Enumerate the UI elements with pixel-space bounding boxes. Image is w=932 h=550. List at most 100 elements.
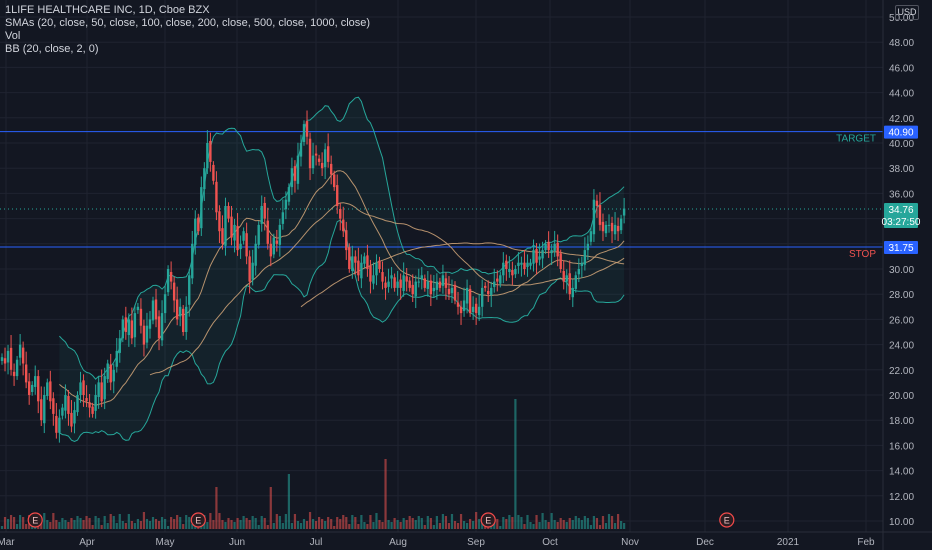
volume-bar: [595, 518, 599, 529]
price-tick-label: 44.00: [889, 89, 914, 100]
candle-body: [538, 256, 541, 260]
volume-bar: [354, 517, 357, 529]
candle-body: [18, 344, 22, 358]
volume-bar: [302, 519, 306, 529]
volume-bar: [115, 523, 118, 529]
candle-body: [408, 280, 411, 288]
volume-bar: [535, 515, 538, 529]
candle-body: [73, 410, 76, 424]
candle-body: [191, 243, 194, 279]
candle-body: [456, 302, 460, 307]
price-tick-label: 26.00: [889, 315, 914, 326]
candle-body: [124, 317, 128, 332]
candle-body: [529, 262, 532, 266]
candle-body: [468, 288, 472, 314]
volume-bar: [91, 525, 94, 529]
volume-bar: [469, 519, 472, 529]
candle-body: [76, 395, 79, 413]
legend-symbol[interactable]: 1LIFE HEALTHCARE INC, 1D, Cboe BZX: [5, 4, 210, 16]
level-price-tag-target: [884, 125, 918, 139]
time-axis[interactable]: Mar Apr May Jun Jul Aug Sep Oct Nov Dec 2021 Feb: [0, 531, 932, 548]
volume-bar: [459, 514, 463, 529]
candle-body: [200, 187, 203, 229]
candle-body: [565, 275, 568, 282]
volume-bar: [393, 518, 396, 529]
volume-bar: [239, 520, 242, 529]
volume-bar: [266, 525, 269, 529]
legend-volume[interactable]: Vol: [5, 30, 21, 42]
candle-body: [390, 275, 393, 279]
bollinger-lower: [59, 219, 625, 443]
volume-bar: [514, 399, 517, 529]
volume-bar: [623, 523, 626, 529]
price-tick-label: 38.00: [889, 164, 914, 175]
price-levels[interactable]: TARGET STOP: [0, 131, 883, 260]
candle-body: [248, 256, 251, 282]
volume-bar: [565, 522, 568, 529]
candle-body: [296, 155, 300, 184]
volume-bar: [176, 515, 179, 529]
legend-bb[interactable]: BB (20, close, 2, 0): [5, 43, 99, 55]
currency-badge[interactable]: USD: [895, 5, 919, 20]
candle-body: [363, 256, 366, 264]
bollinger-band-fill: [59, 97, 625, 442]
volume-bar: [215, 487, 218, 529]
volume-bar: [16, 524, 19, 529]
volume-bar: [182, 524, 185, 529]
volume-bar: [82, 520, 85, 529]
volume-bar: [426, 516, 429, 529]
chart-legend[interactable]: 1LIFE HEALTHCARE INC, 1D, Cboe BZX SMAs …: [5, 4, 370, 56]
candle-body: [40, 399, 43, 421]
volume-bar: [163, 519, 167, 529]
candle-body: [571, 287, 574, 298]
volume-bar: [43, 513, 46, 529]
volume-bar: [538, 522, 541, 529]
volume-bar: [357, 524, 360, 529]
time-tick-label: Sep: [467, 537, 485, 548]
volume-bar: [529, 522, 532, 529]
candle-body: [58, 417, 61, 433]
candle-body: [405, 276, 408, 282]
volume-bar: [308, 512, 312, 529]
sma-100-line: [300, 242, 625, 308]
candle-body: [372, 275, 375, 284]
candle-body: [212, 164, 215, 181]
candle-body: [79, 382, 82, 395]
candle-body: [284, 199, 288, 210]
volume-bar: [511, 517, 514, 529]
volume-bar: [124, 523, 127, 529]
volume-bar: [435, 516, 438, 529]
volume-bar: [541, 513, 544, 529]
volume-bar: [550, 513, 553, 529]
candle-body: [598, 204, 602, 225]
price-axis[interactable]: 50.00 48.00 46.00 44.00 42.00 40.00 38.00 36.00…: [882, 0, 914, 550]
legend-sma[interactable]: SMAs (20, close, 50, close, 100, close, …: [5, 17, 371, 29]
candle-body: [314, 153, 318, 156]
volume-bar: [348, 524, 351, 529]
volume-bar: [366, 524, 369, 529]
candle-body: [37, 376, 40, 402]
time-tick-label: Mar: [0, 537, 15, 548]
volume-bars: [0, 399, 626, 529]
candle-body: [490, 287, 493, 296]
candle-body: [175, 299, 179, 320]
candle-body: [610, 222, 614, 232]
candle-body: [311, 155, 315, 169]
candle-body: [426, 281, 430, 289]
indicator-lines: [0, 96, 883, 443]
volume-bar: [402, 518, 405, 529]
volume-bar: [296, 521, 300, 529]
time-tick-label: Dec: [696, 537, 714, 548]
candle-body: [263, 202, 266, 219]
volume-bar: [284, 514, 287, 529]
volume-bar: [142, 512, 146, 529]
candle-body: [15, 359, 19, 377]
price-tick-label: 22.00: [889, 366, 914, 377]
candle-body: [27, 381, 31, 395]
volume-bar: [139, 521, 143, 529]
candle-body: [260, 206, 263, 224]
volume-bar: [170, 517, 173, 529]
candle-body: [480, 287, 484, 307]
